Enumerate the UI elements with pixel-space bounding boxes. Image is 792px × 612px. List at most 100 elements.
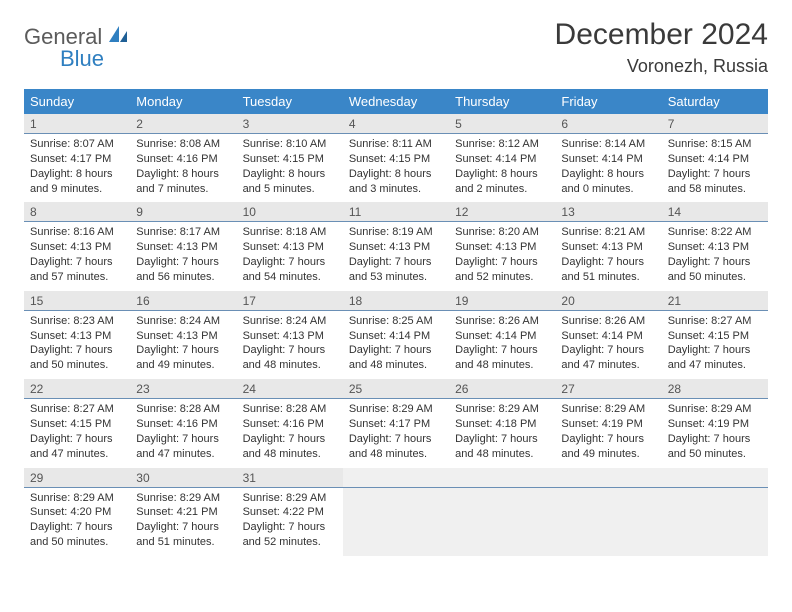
day-number: 24 xyxy=(237,379,343,399)
day-cell: Sunrise: 8:18 AMSunset: 4:13 PMDaylight:… xyxy=(237,222,343,291)
daylight-line: Daylight: 7 hours and 52 minutes. xyxy=(243,520,337,550)
day-number: 19 xyxy=(449,291,555,311)
day-cell xyxy=(449,487,555,556)
day-cell: Sunrise: 8:23 AMSunset: 4:13 PMDaylight:… xyxy=(24,310,130,379)
daylight-line: Daylight: 7 hours and 53 minutes. xyxy=(349,255,443,285)
daylight-line: Daylight: 8 hours and 2 minutes. xyxy=(455,167,549,197)
daylight-line: Daylight: 7 hours and 47 minutes. xyxy=(668,343,762,373)
day-number: 28 xyxy=(662,379,768,399)
day-cell: Sunrise: 8:21 AMSunset: 4:13 PMDaylight:… xyxy=(555,222,661,291)
daylight-line: Daylight: 7 hours and 47 minutes. xyxy=(30,432,124,462)
day-cell: Sunrise: 8:24 AMSunset: 4:13 PMDaylight:… xyxy=(237,310,343,379)
day-cell: Sunrise: 8:26 AMSunset: 4:14 PMDaylight:… xyxy=(555,310,661,379)
sunrise-line: Sunrise: 8:26 AM xyxy=(455,314,549,329)
day-number: 1 xyxy=(24,114,130,134)
daylight-line: Daylight: 7 hours and 51 minutes. xyxy=(561,255,655,285)
sunrise-line: Sunrise: 8:23 AM xyxy=(30,314,124,329)
sunrise-line: Sunrise: 8:29 AM xyxy=(561,402,655,417)
logo-text-wrap: General Blue xyxy=(24,24,129,72)
daylight-line: Daylight: 7 hours and 52 minutes. xyxy=(455,255,549,285)
daynum-row: 1234567 xyxy=(24,114,768,134)
sunset-line: Sunset: 4:20 PM xyxy=(30,505,124,520)
sunset-line: Sunset: 4:14 PM xyxy=(455,329,549,344)
sunset-line: Sunset: 4:14 PM xyxy=(561,152,655,167)
daylight-line: Daylight: 8 hours and 7 minutes. xyxy=(136,167,230,197)
daylight-line: Daylight: 8 hours and 9 minutes. xyxy=(30,167,124,197)
sunrise-line: Sunrise: 8:20 AM xyxy=(455,225,549,240)
sunset-line: Sunset: 4:13 PM xyxy=(136,329,230,344)
sunset-line: Sunset: 4:16 PM xyxy=(243,417,337,432)
sunset-line: Sunset: 4:14 PM xyxy=(668,152,762,167)
day-number: 11 xyxy=(343,202,449,222)
sunset-line: Sunset: 4:13 PM xyxy=(136,240,230,255)
sunset-line: Sunset: 4:17 PM xyxy=(30,152,124,167)
day-number: 17 xyxy=(237,291,343,311)
daylight-line: Daylight: 8 hours and 0 minutes. xyxy=(561,167,655,197)
daynum-row: 22232425262728 xyxy=(24,379,768,399)
day-header: Sunday xyxy=(24,89,130,114)
daylight-line: Daylight: 7 hours and 48 minutes. xyxy=(349,432,443,462)
day-cell: Sunrise: 8:11 AMSunset: 4:15 PMDaylight:… xyxy=(343,134,449,203)
day-number: 26 xyxy=(449,379,555,399)
day-cell: Sunrise: 8:19 AMSunset: 4:13 PMDaylight:… xyxy=(343,222,449,291)
day-cell: Sunrise: 8:20 AMSunset: 4:13 PMDaylight:… xyxy=(449,222,555,291)
day-number: 14 xyxy=(662,202,768,222)
daylight-line: Daylight: 7 hours and 56 minutes. xyxy=(136,255,230,285)
sunrise-line: Sunrise: 8:27 AM xyxy=(30,402,124,417)
day-header: Wednesday xyxy=(343,89,449,114)
day-cell: Sunrise: 8:25 AMSunset: 4:14 PMDaylight:… xyxy=(343,310,449,379)
sunset-line: Sunset: 4:15 PM xyxy=(30,417,124,432)
day-number xyxy=(662,468,768,488)
day-cell: Sunrise: 8:28 AMSunset: 4:16 PMDaylight:… xyxy=(237,399,343,468)
sunset-line: Sunset: 4:14 PM xyxy=(349,329,443,344)
sunset-line: Sunset: 4:19 PM xyxy=(668,417,762,432)
day-number: 5 xyxy=(449,114,555,134)
day-cell: Sunrise: 8:29 AMSunset: 4:19 PMDaylight:… xyxy=(555,399,661,468)
logo: General Blue xyxy=(24,24,129,72)
sunrise-line: Sunrise: 8:11 AM xyxy=(349,137,443,152)
month-title: December 2024 xyxy=(555,18,768,52)
sunrise-line: Sunrise: 8:27 AM xyxy=(668,314,762,329)
sunrise-line: Sunrise: 8:16 AM xyxy=(30,225,124,240)
day-number: 7 xyxy=(662,114,768,134)
sunset-line: Sunset: 4:15 PM xyxy=(668,329,762,344)
day-cell: Sunrise: 8:10 AMSunset: 4:15 PMDaylight:… xyxy=(237,134,343,203)
day-cell: Sunrise: 8:28 AMSunset: 4:16 PMDaylight:… xyxy=(130,399,236,468)
day-cell xyxy=(343,487,449,556)
day-number: 20 xyxy=(555,291,661,311)
sunrise-line: Sunrise: 8:29 AM xyxy=(668,402,762,417)
sunset-line: Sunset: 4:18 PM xyxy=(455,417,549,432)
sunrise-line: Sunrise: 8:24 AM xyxy=(136,314,230,329)
daylight-line: Daylight: 7 hours and 48 minutes. xyxy=(243,343,337,373)
daylight-line: Daylight: 7 hours and 49 minutes. xyxy=(561,432,655,462)
sunrise-line: Sunrise: 8:29 AM xyxy=(243,491,337,506)
daynum-row: 15161718192021 xyxy=(24,291,768,311)
sunset-line: Sunset: 4:13 PM xyxy=(30,240,124,255)
sunset-line: Sunset: 4:14 PM xyxy=(561,329,655,344)
header: General Blue December 2024 Voronezh, Rus… xyxy=(24,18,768,77)
sunrise-line: Sunrise: 8:17 AM xyxy=(136,225,230,240)
daylight-line: Daylight: 7 hours and 50 minutes. xyxy=(30,520,124,550)
daylight-line: Daylight: 7 hours and 50 minutes. xyxy=(30,343,124,373)
day-number: 6 xyxy=(555,114,661,134)
day-number: 4 xyxy=(343,114,449,134)
location: Voronezh, Russia xyxy=(555,56,768,77)
day-number: 10 xyxy=(237,202,343,222)
sunrise-line: Sunrise: 8:19 AM xyxy=(349,225,443,240)
week-row: Sunrise: 8:23 AM Sunset: 4:13 PM Daylight:… xyxy=(24,310,768,379)
daylight-line: Daylight: 7 hours and 50 minutes. xyxy=(668,432,762,462)
day-cell: Sunrise: 8:07 AMSunset: 4:17 PMDaylight:… xyxy=(24,134,130,203)
daylight-line: Daylight: 8 hours and 3 minutes. xyxy=(349,167,443,197)
day-number: 2 xyxy=(130,114,236,134)
day-cell: Sunrise: 8:29 AMSunset: 4:21 PMDaylight:… xyxy=(130,487,236,556)
sunset-line: Sunset: 4:13 PM xyxy=(561,240,655,255)
sunrise-line: Sunrise: 8:10 AM xyxy=(243,137,337,152)
sunrise-line: Sunrise: 8:29 AM xyxy=(455,402,549,417)
day-number: 22 xyxy=(24,379,130,399)
day-number xyxy=(449,468,555,488)
daylight-line: Daylight: 7 hours and 54 minutes. xyxy=(243,255,337,285)
sunset-line: Sunset: 4:13 PM xyxy=(668,240,762,255)
day-number: 18 xyxy=(343,291,449,311)
day-number: 16 xyxy=(130,291,236,311)
day-cell: Sunrise: 8:27 AMSunset: 4:15 PMDaylight:… xyxy=(662,310,768,379)
